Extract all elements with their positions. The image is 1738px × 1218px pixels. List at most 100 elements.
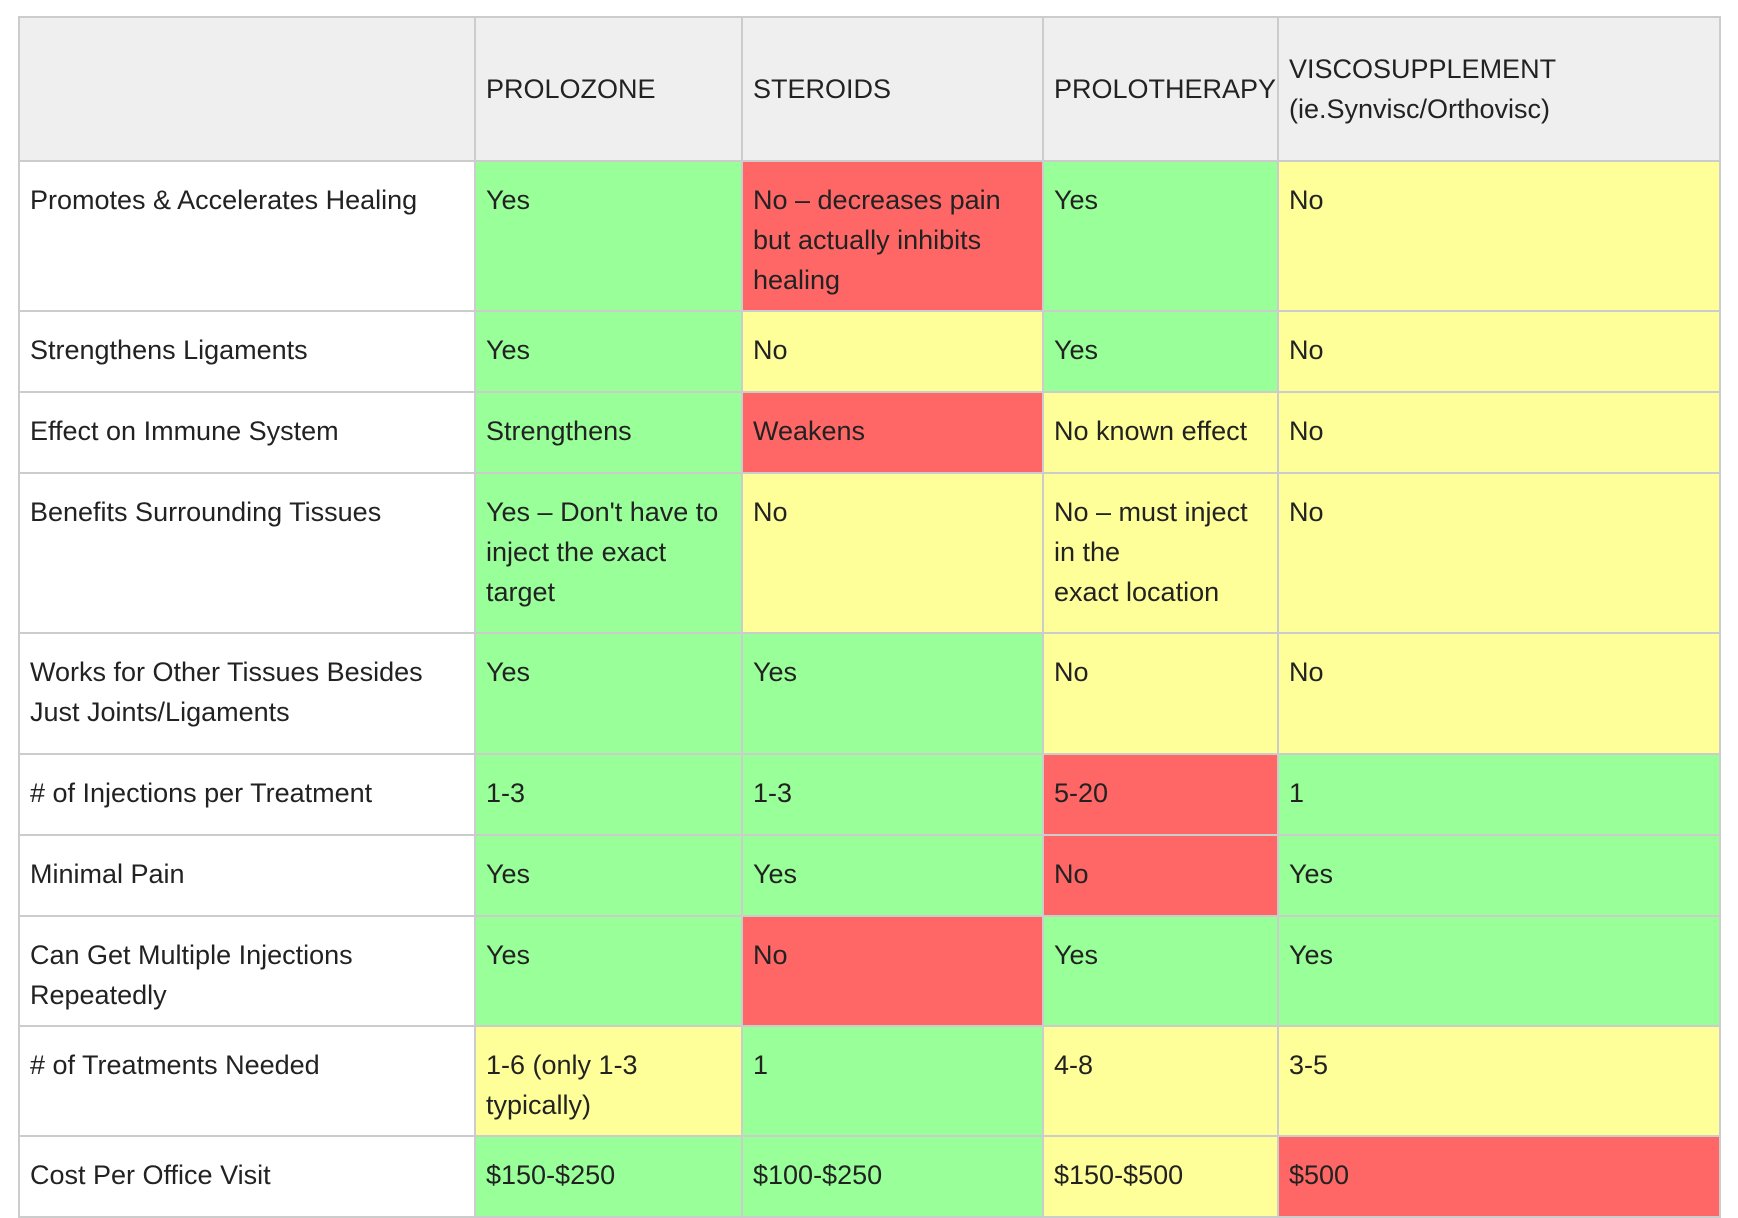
cell-text: Yes bbox=[753, 859, 798, 889]
cell-text-continued: exact location bbox=[1054, 577, 1220, 607]
row-label: Works for Other Tissues Besides Just Joi… bbox=[18, 632, 476, 755]
cell-steroids: 1 bbox=[741, 1025, 1044, 1137]
corner-cell bbox=[18, 16, 476, 162]
column-header-label: PROLOTHERAPY bbox=[1054, 74, 1277, 104]
comparison-table: PROLOZONE STEROIDS PROLOTHERAPY VISCOSUP… bbox=[18, 16, 1721, 1218]
cell-steroids: $100-$250 bbox=[741, 1135, 1044, 1218]
row-label: # of Injections per Treatment bbox=[18, 753, 476, 836]
cell-text: Strengthens bbox=[486, 416, 632, 446]
cell-viscosupplement: No bbox=[1277, 472, 1721, 634]
cell-steroids: Weakens bbox=[741, 391, 1044, 474]
row-label: Effect on Immune System bbox=[18, 391, 476, 474]
cell-viscosupplement: Yes bbox=[1277, 915, 1721, 1027]
cell-text: Yes bbox=[1054, 335, 1099, 365]
cell-viscosupplement: 3-5 bbox=[1277, 1025, 1721, 1137]
cell-text: 1-3 bbox=[753, 778, 793, 808]
cell-text: No bbox=[1054, 657, 1089, 687]
cell-text: No bbox=[1289, 657, 1324, 687]
cell-prolotherapy: 5-20 bbox=[1042, 753, 1279, 836]
header-row: PROLOZONE STEROIDS PROLOTHERAPY VISCOSUP… bbox=[18, 16, 1721, 162]
cell-text: 4-8 bbox=[1054, 1050, 1094, 1080]
column-header-label: VISCOSUPPLEMENT bbox=[1289, 54, 1557, 84]
cell-prolozone: Strengthens bbox=[474, 391, 743, 474]
cell-text: Yes bbox=[1289, 859, 1334, 889]
column-header-viscosupplement: VISCOSUPPLEMENT (ie.Synvisc/Orthovisc) bbox=[1277, 16, 1721, 162]
cell-steroids: No bbox=[741, 472, 1044, 634]
cell-text: 1-3 bbox=[486, 778, 526, 808]
row-label: # of Treatments Needed bbox=[18, 1025, 476, 1137]
table-row: Can Get Multiple Injections Repeatedly Ye… bbox=[18, 915, 1721, 1027]
cell-viscosupplement: $500 bbox=[1277, 1135, 1721, 1218]
cell-text: Yes bbox=[1054, 940, 1099, 970]
cell-prolozone: Yes – Don't have to inject the exact tar… bbox=[474, 472, 743, 634]
cell-prolozone: $150-$250 bbox=[474, 1135, 743, 1218]
cell-text: Yes bbox=[1289, 940, 1334, 970]
cell-text: No bbox=[1054, 859, 1089, 889]
cell-text: No bbox=[753, 940, 788, 970]
cell-viscosupplement: 1 bbox=[1277, 753, 1721, 836]
cell-text: $150-$250 bbox=[486, 1160, 616, 1190]
row-label: Promotes & Accelerates Healing bbox=[18, 160, 476, 312]
cell-text: No – decreases pain but actually inhibit… bbox=[753, 185, 1001, 295]
cell-text: Yes bbox=[486, 657, 531, 687]
cell-text: Yes bbox=[486, 335, 531, 365]
cell-prolozone: Yes bbox=[474, 834, 743, 917]
cell-prolotherapy: Yes bbox=[1042, 310, 1279, 393]
cell-text: No bbox=[753, 497, 788, 527]
cell-text: $150-$500 bbox=[1054, 1160, 1184, 1190]
cell-text: Yes – Don't have to inject the exact tar… bbox=[486, 497, 719, 607]
table-row: Promotes & Accelerates Healing Yes No – de… bbox=[18, 160, 1721, 312]
cell-text: No bbox=[1289, 416, 1324, 446]
table-row: Benefits Surrounding Tissues Yes – Don't … bbox=[18, 472, 1721, 634]
cell-steroids: No – decreases pain but actually inhibit… bbox=[741, 160, 1044, 312]
cell-text: Yes bbox=[1054, 185, 1099, 215]
cell-viscosupplement: No bbox=[1277, 310, 1721, 393]
cell-prolotherapy: No bbox=[1042, 834, 1279, 917]
cell-prolozone: Yes bbox=[474, 632, 743, 755]
cell-prolozone: Yes bbox=[474, 915, 743, 1027]
row-label: Cost Per Office Visit bbox=[18, 1135, 476, 1218]
table-row: Cost Per Office Visit $150-$250 $100-$250 $… bbox=[18, 1135, 1721, 1218]
cell-text: 1 bbox=[753, 1050, 769, 1080]
cell-text: 1-6 (only 1-3 typically) bbox=[486, 1050, 638, 1120]
cell-steroids: No bbox=[741, 310, 1044, 393]
cell-text: No bbox=[1289, 185, 1324, 215]
table-row: Strengthens Ligaments Yes No Yes No bbox=[18, 310, 1721, 393]
cell-text: Weakens bbox=[753, 416, 866, 446]
cell-text: No bbox=[1289, 335, 1324, 365]
column-header-steroids: STEROIDS bbox=[741, 16, 1044, 162]
cell-viscosupplement: No bbox=[1277, 391, 1721, 474]
table-row: Effect on Immune System Strengthens Weaken… bbox=[18, 391, 1721, 474]
cell-prolotherapy: No – must inject in the exact location bbox=[1042, 472, 1279, 634]
cell-prolotherapy: Yes bbox=[1042, 915, 1279, 1027]
cell-prolotherapy: Yes bbox=[1042, 160, 1279, 312]
row-label: Benefits Surrounding Tissues bbox=[18, 472, 476, 634]
cell-viscosupplement: No bbox=[1277, 160, 1721, 312]
cell-prolotherapy: No known effect bbox=[1042, 391, 1279, 474]
table-row: Works for Other Tissues Besides Just Joi… bbox=[18, 632, 1721, 755]
table-body: Promotes & Accelerates Healing Yes No – de… bbox=[18, 160, 1721, 1218]
cell-steroids: Yes bbox=[741, 834, 1044, 917]
cell-prolotherapy: $150-$500 bbox=[1042, 1135, 1279, 1218]
cell-text: Yes bbox=[753, 657, 798, 687]
table-row: # of Treatments Needed 1-6 (only 1-3 typi… bbox=[18, 1025, 1721, 1137]
cell-viscosupplement: Yes bbox=[1277, 834, 1721, 917]
table-row: Minimal Pain Yes Yes No Yes bbox=[18, 834, 1721, 917]
row-label: Can Get Multiple Injections Repeatedly bbox=[18, 915, 476, 1027]
cell-text: No bbox=[753, 335, 788, 365]
column-header-label: STEROIDS bbox=[753, 74, 892, 104]
cell-text: 3-5 bbox=[1289, 1050, 1329, 1080]
cell-prolotherapy: No bbox=[1042, 632, 1279, 755]
cell-text: 5-20 bbox=[1054, 778, 1109, 808]
cell-text: No known effect bbox=[1054, 416, 1248, 446]
cell-text: Yes bbox=[486, 185, 531, 215]
cell-prolozone: Yes bbox=[474, 160, 743, 312]
cell-text: $500 bbox=[1289, 1160, 1350, 1190]
column-header-prolotherapy: PROLOTHERAPY bbox=[1042, 16, 1279, 162]
cell-text: No bbox=[1289, 497, 1324, 527]
cell-steroids: 1-3 bbox=[741, 753, 1044, 836]
row-label: Strengthens Ligaments bbox=[18, 310, 476, 393]
column-header-prolozone: PROLOZONE bbox=[474, 16, 743, 162]
cell-prolozone: 1-6 (only 1-3 typically) bbox=[474, 1025, 743, 1137]
cell-text: $100-$250 bbox=[753, 1160, 883, 1190]
